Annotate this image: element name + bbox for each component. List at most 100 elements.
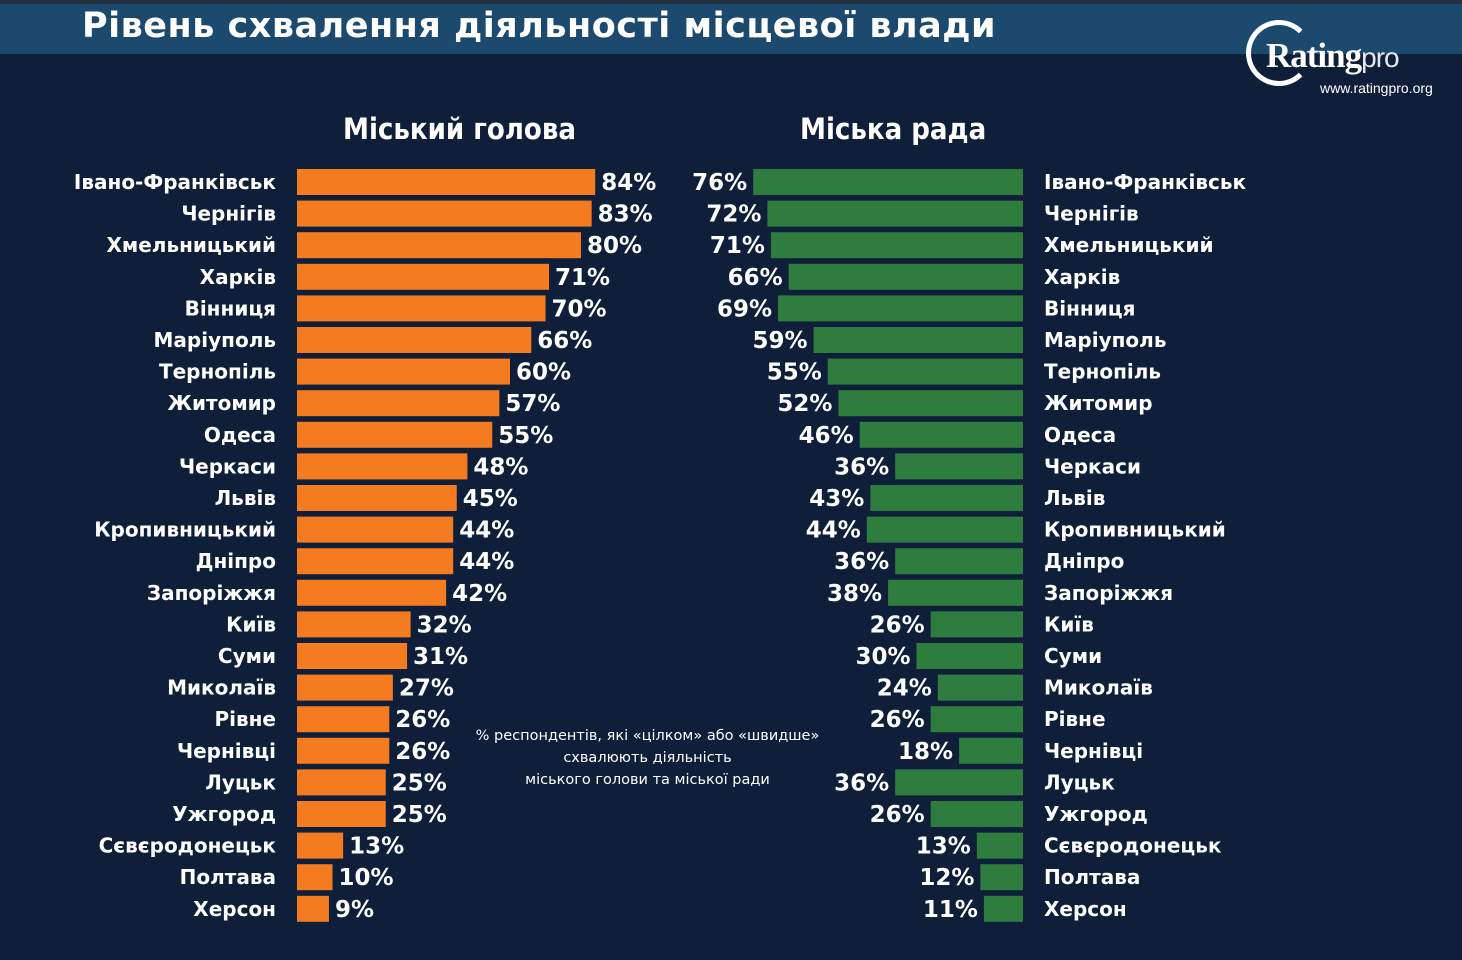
mayor-value-label: 44% [459, 549, 514, 575]
mayor-value-label: 9% [335, 897, 374, 923]
mayor-city-label: Львів [215, 486, 276, 510]
council-value-label: 52% [777, 391, 832, 417]
council-bar [916, 643, 1023, 669]
mayor-city-label: Луцьк [205, 770, 276, 794]
mayor-bar [297, 169, 596, 195]
mayor-bar [297, 769, 386, 796]
council-value-label: 26% [870, 707, 925, 733]
mayor-bar [297, 327, 532, 353]
council-bar [767, 200, 1023, 227]
council-value-label: 76% [692, 170, 747, 196]
logo-brand-suffix: pro [1361, 42, 1399, 73]
mayor-bar [297, 548, 454, 575]
council-city-label: Хмельницький [1044, 233, 1214, 257]
mayor-bar [297, 706, 390, 733]
council-city-label: Суми [1044, 644, 1102, 668]
council-value-label: 55% [767, 360, 822, 386]
logo-brand-text: Rating [1266, 36, 1362, 75]
council-value-label: 71% [710, 233, 765, 259]
mayor-value-label: 25% [392, 770, 447, 796]
mayor-bar [297, 421, 493, 448]
mayor-value-label: 60% [516, 360, 571, 386]
mayor-bar [297, 200, 592, 227]
mayor-value-label: 48% [473, 454, 528, 480]
council-bar [895, 548, 1023, 575]
mayor-bar [297, 801, 386, 827]
mayor-city-label: Київ [226, 612, 276, 636]
mayor-city-label: Харків [200, 265, 276, 289]
council-bar [930, 801, 1023, 827]
mayor-city-label: Суми [218, 644, 276, 668]
mayor-city-label: Запоріжжя [147, 581, 276, 605]
mayor-bar [297, 453, 468, 480]
mayor-city-label: Житомир [167, 391, 276, 415]
council-value-label: 26% [870, 612, 925, 638]
council-city-label: Полтава [1044, 865, 1140, 889]
council-value-label: 24% [877, 676, 932, 702]
mayor-value-label: 70% [552, 296, 607, 322]
council-value-label: 69% [717, 296, 772, 322]
council-city-label: Чернігів [1044, 202, 1139, 226]
council-city-label: Ужгород [1044, 802, 1148, 826]
council-city-label: Житомир [1044, 391, 1153, 415]
mayor-value-label: 32% [417, 612, 472, 638]
council-city-label: Івано-Франківськ [1044, 170, 1247, 194]
mayor-city-label: Рівне [214, 707, 276, 731]
mayor-value-label: 42% [452, 581, 507, 607]
council-bar [980, 864, 1023, 891]
council-bar [870, 485, 1023, 511]
council-city-label: Запоріжжя [1044, 581, 1173, 605]
council-city-label: Луцьк [1044, 770, 1115, 794]
mayor-bar [297, 358, 510, 385]
council-city-label: Рівне [1044, 707, 1106, 731]
council-bar [937, 674, 1023, 701]
council-panel-title: Міська рада [800, 112, 987, 146]
logo-url: www.ratingpro.org [1320, 80, 1433, 96]
footnote: % респондентів, які «цілком» або «швидше… [470, 725, 825, 791]
council-city-label: Сєвєродонецьк [1044, 834, 1222, 858]
council-value-label: 36% [834, 549, 889, 575]
mayor-city-label: Тернопіль [159, 360, 276, 384]
footnote-line-3: міського голови та міської ради [525, 772, 770, 788]
council-bar [770, 232, 1023, 259]
council-value-label: 18% [898, 739, 953, 765]
mayor-city-label: Херсон [193, 897, 276, 921]
mayor-city-label: Чернівці [177, 739, 276, 763]
mayor-bar [297, 643, 408, 669]
logo-ring-icon [1246, 20, 1312, 86]
mayor-value-label: 26% [395, 707, 450, 733]
mayor-city-label: Полтава [180, 865, 276, 889]
mayor-value-label: 31% [413, 644, 468, 670]
mayor-bar [297, 579, 447, 606]
council-city-label: Дніпро [1044, 549, 1124, 573]
mayor-value-label: 26% [395, 739, 450, 765]
mayor-bar [297, 611, 411, 638]
council-value-label: 13% [916, 834, 971, 860]
mayor-city-label: Вінниця [185, 296, 276, 320]
council-city-label: Одеса [1044, 423, 1116, 447]
council-bar [866, 516, 1023, 543]
mayor-bar [297, 737, 390, 764]
mayor-bar [297, 864, 333, 891]
mayor-value-label: 71% [555, 265, 610, 291]
footnote-line-2: схвалюють діяльність [563, 750, 732, 766]
council-city-label: Маріуполь [1044, 328, 1166, 352]
council-bar [778, 295, 1023, 322]
mayor-bar [297, 832, 344, 859]
mayor-city-label: Сєвєродонецьк [99, 834, 277, 858]
council-bar [827, 358, 1023, 385]
council-city-label: Херсон [1044, 897, 1127, 921]
mayor-city-label: Миколаїв [167, 676, 276, 700]
mayor-city-label: Ужгород [172, 802, 276, 826]
mayor-city-label: Івано-Франківськ [74, 170, 277, 194]
council-value-label: 43% [809, 486, 864, 512]
council-city-label: Харків [1044, 265, 1120, 289]
council-city-label: Львів [1044, 486, 1105, 510]
logo-brand: Ratingpro [1266, 36, 1400, 76]
mayor-value-label: 80% [587, 233, 642, 259]
mayor-value-label: 13% [349, 834, 404, 860]
council-city-label: Чернівці [1044, 739, 1143, 763]
mayor-value-label: 83% [598, 202, 653, 228]
council-bar [959, 737, 1023, 764]
